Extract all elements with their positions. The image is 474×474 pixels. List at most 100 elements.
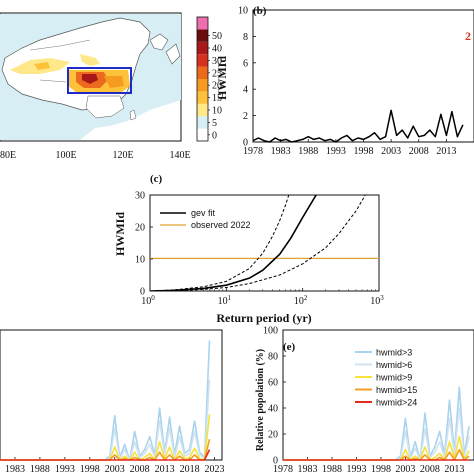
x-tick-exponent: 1 [228,294,232,302]
panel-e-population-2: (e) Relative popolation (%) 0 20 40 60 80 100… [255,326,474,474]
x-tick-label: 2013 [444,464,464,474]
legend-entry: hwmid>24 [376,398,417,408]
corner-annotation: 2 [465,29,471,43]
study-region-box [67,67,132,94]
y-axis-label: HWMId [113,212,127,256]
x-tick-label: 1983 [297,464,317,474]
series-line-4 [0,449,211,461]
colorbar-tick-label: 50 [212,31,222,42]
legend-entry: gev fit [191,208,216,218]
x-tick-label: 2018 [180,464,200,474]
x-tick-label: 2008 [420,464,440,474]
y-tick-label: 4 [243,85,248,96]
colorbar-tick-label: 25 [212,68,222,79]
colorbar-frame [196,16,209,142]
y-tick-label: 40 [268,404,278,415]
y-tick-label: 20 [135,223,145,234]
x-tick-label: 1983 [271,146,291,157]
panel-c-return-period: (c) Return period (yr) HWMId gev fit obs… [113,173,384,325]
map-lon-ticks: 80E 100E 120E 140E [0,150,191,161]
colorbar-segment [197,116,208,129]
japan-land [165,43,181,65]
y-tick-label: 80 [268,352,278,363]
x-tick-label: 1988 [30,464,50,474]
series-line-hwmid>6 [283,407,470,461]
x-tick-label: 1993 [326,146,346,157]
colorbar-tick-label: 30 [212,56,222,67]
colorbar-tick-label: 5 [212,118,217,129]
gev-fit-line [150,195,318,291]
x-tick-label: 2003 [395,464,415,474]
heat-region-east [104,76,124,88]
y-tick-label: 60 [268,378,278,389]
x-tick-label: 1998 [371,464,391,474]
x-tick-label: 101 [218,294,232,307]
lon-tick-label: 140E [169,150,190,161]
korea-land [149,33,169,51]
colorbar-tick-label: 0 [212,130,217,141]
x-tick-label: 1993 [55,464,75,474]
legend: gev fit observed 2022 [160,208,251,230]
plot-frame [252,9,474,143]
lon-tick-label: 120E [112,150,133,161]
x-tick-label: 1978 [273,464,293,474]
x-tick-exponent: 0 [151,294,155,302]
colorbar-segment [197,79,208,92]
x-tick-base: 10 [294,296,304,307]
x-tick-base: 10 [218,296,228,307]
x-tick-exponent: 2 [304,294,308,302]
y-axis-label: HWMId [215,56,229,100]
colorbar-segment [197,17,208,30]
taiwan-land [129,109,137,121]
panel-b-hwmid-timeseries: (b) 2 HWMId 0 2 4 6 8 10 1978 1983 1988 1993 1998 2… [215,5,474,157]
x-tick-label: 1978 [243,146,263,157]
y-axis-label: Relative popolation (%) [255,349,266,451]
legend-entry: hwmid>15 [376,385,417,395]
x-tick-label: 2008 [409,146,429,157]
y-tick-label: 10 [135,255,145,266]
province-borders [29,39,91,83]
x-tick-label: 103 [370,294,384,307]
x-tick-label: 1983 [5,464,25,474]
upper-bound-line [150,195,290,291]
y-tick-label: 2 [243,111,248,122]
x-tick-label: 1998 [80,464,100,474]
y-tick-label: 0 [140,287,145,298]
panel-label: (c) [150,173,163,185]
colorbar-segment [197,128,208,141]
x-tick-label: 2008 [130,464,150,474]
panel-d-population-1: 1983198819931998200320082013201820231978 [0,329,225,474]
y-tick-label: 0 [243,138,248,149]
heat-region-north [80,54,100,66]
colorbar-segment [197,91,208,104]
plot-frame [149,194,380,292]
x-tick-label: 100 [141,294,155,307]
y-tick-label: 0 [273,456,278,467]
heat-region-core [82,74,98,84]
y-tick-label: 10 [238,6,248,17]
x-tick-label: 2013 [436,146,456,157]
colorbar-segment [197,54,208,67]
x-tick-label: 2013 [155,464,175,474]
colorbar-segment [197,29,208,42]
legend-entry: hwmid>6 [376,360,412,370]
legend-entry: hwmid>3 [376,348,412,358]
x-tick-base: 10 [141,296,151,307]
series-line-1 [0,379,211,461]
heat-region-west-core [34,62,50,70]
series-line-0 [252,109,464,143]
x-tick-exponent: 3 [380,294,384,302]
x-tick-label: 2003 [381,146,401,157]
x-tick-label: 102 [294,294,308,307]
colorbar-segment [197,41,208,55]
x-tick-label: 1998 [354,146,374,157]
x-tick-label: 1993 [346,464,366,474]
lower-bound-line [150,195,366,291]
legend-entry: hwmid>9 [376,373,412,383]
map-content [0,14,181,140]
plot-area [150,195,379,291]
panel-label: (b) [253,5,267,17]
lon-tick-label: 100E [55,150,76,161]
